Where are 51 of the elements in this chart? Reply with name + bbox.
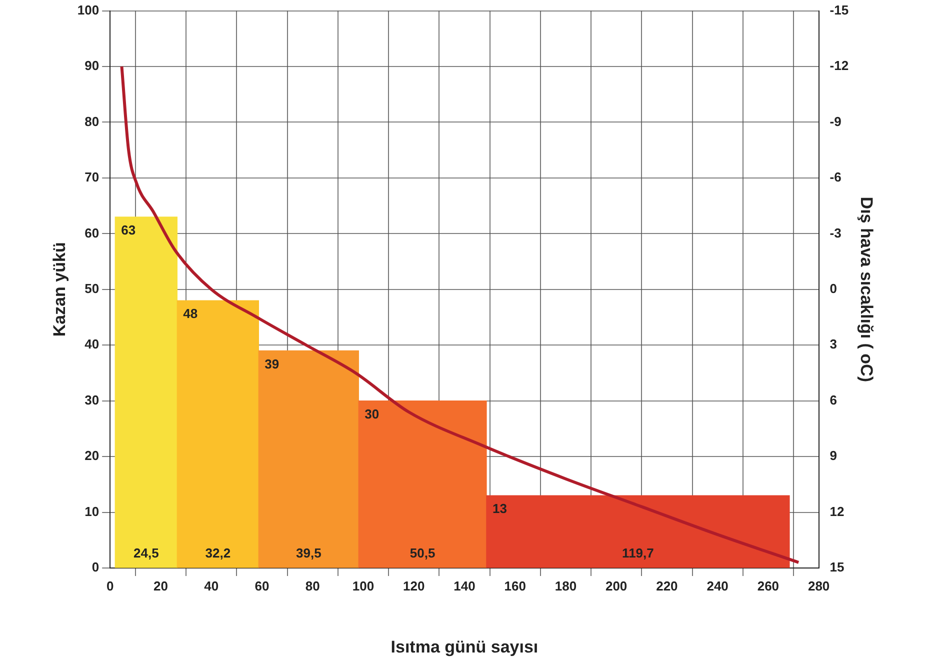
x-tick-label: 140 <box>454 578 476 594</box>
y-tick-label: 10 <box>84 504 100 519</box>
x-tick-label: 100 <box>352 578 374 594</box>
y2-tick-label: 6 <box>830 392 838 408</box>
y2-tick-label: -12 <box>830 58 849 74</box>
y-tick-label: 70 <box>84 170 100 185</box>
y2-tick-label: -6 <box>830 170 842 185</box>
y2-axis-title: Dış hava sıcaklığı ( oC) <box>857 196 876 382</box>
y-tick-label: 0 <box>92 560 100 575</box>
x-tick-label: 0 <box>106 578 114 594</box>
y-tick-label: 80 <box>84 114 100 129</box>
annotation: 50,5 <box>410 546 436 561</box>
y2-tick-label: 3 <box>830 336 838 352</box>
x-axis-title: Isıtma günü sayısı <box>390 637 538 656</box>
x-tick-label: 60 <box>254 578 270 594</box>
x-tick-label: 160 <box>504 578 526 594</box>
annotation: 32,2 <box>205 546 231 561</box>
y2-tick-label: 9 <box>830 448 838 464</box>
annotation: 24,5 <box>134 546 159 561</box>
x-tick-label: 280 <box>808 578 830 594</box>
y2-tick-label: -3 <box>830 225 842 240</box>
line-series <box>120 65 800 564</box>
data-label: 48 <box>183 306 198 322</box>
annotation: 39,5 <box>296 546 322 561</box>
y-tick-label: 30 <box>84 392 100 408</box>
data-label: 13 <box>492 501 507 516</box>
x-tick-label: 180 <box>554 578 577 594</box>
y2-tick-label: 12 <box>830 504 844 519</box>
y-tick-label: 60 <box>84 225 100 240</box>
y-axis-title: Kazan yükü <box>50 242 69 337</box>
y-tick-label: 90 <box>84 58 100 74</box>
x-tick-label: 120 <box>402 578 425 594</box>
x-tick-label: 40 <box>204 578 219 594</box>
data-label: 30 <box>364 406 380 422</box>
x-tick-label: 20 <box>153 578 168 594</box>
x-tick-label: 240 <box>706 578 728 594</box>
x-tick-label: 260 <box>757 578 780 594</box>
y-tick-label: 20 <box>84 448 100 464</box>
data-label: 39 <box>264 356 280 372</box>
data-label: 63 <box>121 222 136 238</box>
y2-tick-label: 15 <box>830 560 844 575</box>
x-tick-label: 80 <box>305 578 320 594</box>
x-tick-label: 220 <box>656 578 678 594</box>
y2-tick-label: -15 <box>830 2 849 18</box>
x-tick-label: 200 <box>605 578 628 594</box>
y2-tick-label: -9 <box>830 114 842 129</box>
y-tick-label: 100 <box>77 2 100 18</box>
y-tick-label: 50 <box>84 280 100 296</box>
annotation: 119,7 <box>622 546 654 561</box>
y2-tick-label: 0 <box>830 280 838 296</box>
y-tick-label: 40 <box>84 336 100 352</box>
